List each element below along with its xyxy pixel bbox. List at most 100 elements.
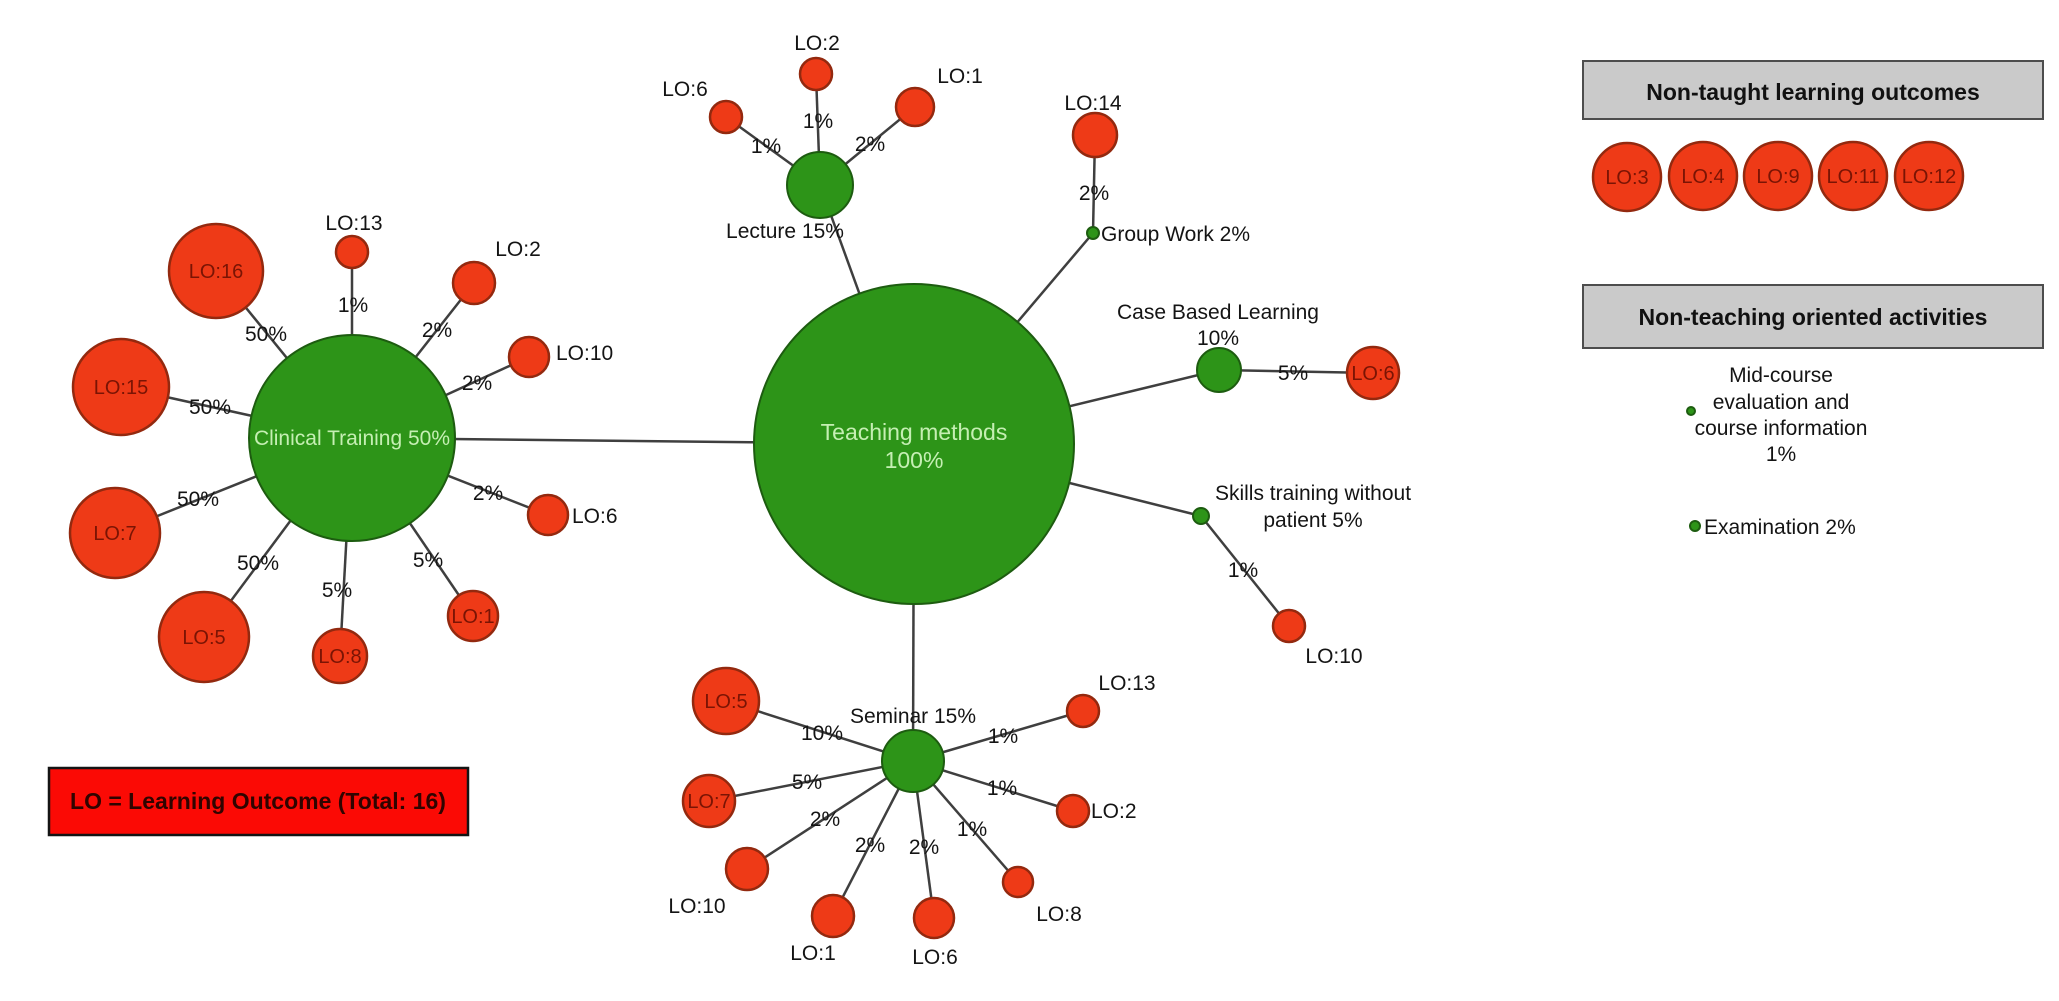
casebased-lo6-label: LO:6 [1351,363,1394,385]
examination-label: Examination 2% [1704,516,1856,539]
seminar-label: Seminar 15% [850,705,976,728]
edge-skills-lo10 [1200,515,1290,627]
legend: LO = Learning Outcome (Total: 16) [47,766,470,837]
seminar-lo8-pct: 1% [957,818,987,841]
seminar-lo13-pct: 1% [988,725,1018,748]
groupwork-label: Group Work 2% [1101,223,1250,246]
seminar-lo6-pct: 2% [909,836,939,859]
seminar-lo1-pct: 2% [855,834,885,857]
node-clinical-lo16 [167,222,265,320]
seminar-lo7-label: LO:7 [687,791,730,813]
nontaught-lo12-label: LO:12 [1902,166,1956,188]
node-clinical-lo7 [68,486,162,580]
node-clinical-lo15 [71,337,171,437]
node-group-work [1086,226,1100,240]
clinical-lo8-label: LO:8 [318,646,361,668]
node-seminar-lo5 [691,666,761,736]
clinical-lo6-pct: 2% [473,482,503,505]
node-skills-lo10 [1271,608,1307,644]
edge-seminar-lo7 [708,759,914,803]
node-nontaught-lo4 [1667,140,1739,212]
node-seminar-lo8 [1001,865,1035,899]
node-clinical-lo10 [507,335,551,379]
seminar-lo10-pct: 2% [810,808,840,831]
skills-label-line1: Skills training without [1215,482,1411,505]
clinical-lo5-label: LO:5 [182,627,225,649]
non-taught-title: Non-taught learning outcomes [1646,79,1980,105]
non-taught-title-box [1582,60,2044,120]
mid-course-line1: Mid-course [1729,364,1833,387]
clinical-lo2-label: LO:2 [495,238,541,261]
node-clinical-lo5 [157,590,251,684]
clinical-lo8-pct: 5% [322,579,352,602]
node-case-based-learning [1196,347,1242,393]
lecture-lo2-label: LO:2 [794,32,840,55]
node-seminar-lo2 [1055,793,1091,829]
node-clinical-lo1 [446,589,500,643]
node-teaching-methods [753,283,1075,605]
node-lecture-lo1 [894,86,936,128]
seminar-lo13-label: LO:13 [1098,672,1155,695]
clinical-lo10-pct: 2% [462,372,492,395]
node-seminar [881,729,945,793]
seminar-lo1-label: LO:1 [790,942,836,965]
non-teaching-panel: Non-teaching oriented activities Mid-cou… [1582,284,2044,539]
mid-course-line4: 1% [1766,443,1796,466]
mid-course-line3: course information [1695,417,1868,440]
lecture-lo2-pct: 1% [803,110,833,133]
lecture-lo1-label: LO:1 [937,65,983,88]
node-seminar-lo6 [912,896,956,940]
node-seminar-lo13 [1065,693,1101,729]
node-nontaught-lo9 [1742,140,1814,212]
seminar-lo8-label: LO:8 [1036,903,1082,926]
edge-seminar-lo10 [746,759,914,871]
lecture-lo6-pct: 1% [751,135,781,158]
clinical-lo15-pct: 50% [189,396,231,419]
seminar-lo5-label: LO:5 [704,691,747,713]
clinical-lo7-label: LO:7 [93,523,136,545]
casebased-label-line2: 10% [1197,327,1239,350]
seminar-lo5-pct: 10% [801,722,843,745]
lecture-label: Lecture 15% [726,220,844,243]
casebased-label-line1: Case Based Learning [1117,301,1319,324]
groupwork-lo14-label: LO:14 [1064,92,1122,115]
clinical-lo13-pct: 1% [338,294,368,317]
legend-label: LO = Learning Outcome (Total: 16) [70,788,446,814]
nodes [68,56,1401,940]
clinical-lo13-label: LO:13 [325,212,382,235]
node-seminar-lo10 [724,846,770,892]
node-seminar-lo7 [681,773,737,829]
skills-lo10-pct: 1% [1228,559,1258,582]
nontaught-lo9-label: LO:9 [1756,166,1799,188]
mid-course-line2: evaluation and [1713,391,1850,414]
mid-course-dot [1686,406,1696,416]
groupwork-lo14-pct: 2% [1079,182,1109,205]
seminar-lo7-pct: 5% [792,771,822,794]
seminar-lo2-pct: 1% [987,777,1017,800]
node-nontaught-lo3 [1591,141,1663,213]
nontaught-lo4-label: LO:4 [1681,166,1724,188]
node-lecture-lo2 [798,56,834,92]
node-lecture [786,151,854,219]
nontaught-lo11-label: LO:11 [1827,166,1880,188]
seminar-lo10-label: LO:10 [668,895,725,918]
clinical-lo16-label: LO:16 [189,261,243,283]
node-clinical-lo8 [311,627,369,685]
node-casebased-lo6 [1345,345,1401,401]
seminar-lo6-label: LO:6 [912,946,958,969]
skills-lo10-label: LO:10 [1305,645,1362,668]
skills-label-line2: patient 5% [1263,509,1362,532]
non-teaching-title: Non-teaching oriented activities [1639,304,1988,330]
teaching-label-line1: Teaching methods [821,419,1008,445]
teaching-label-line2: 100% [885,447,944,473]
node-clinical-lo2 [451,260,497,306]
clinical-lo15-label: LO:15 [94,377,148,399]
clinical-lo1-pct: 5% [413,549,443,572]
node-nontaught-lo12 [1893,140,1965,212]
casebased-lo6-pct: 5% [1278,362,1308,385]
node-clinical-training [248,334,456,542]
non-taught-panel: Non-taught learning outcomes LO:3 LO:4 L… [1582,60,2044,213]
node-clinical-lo6 [526,493,570,537]
legend-box [47,766,470,837]
node-skills-training [1192,507,1210,525]
